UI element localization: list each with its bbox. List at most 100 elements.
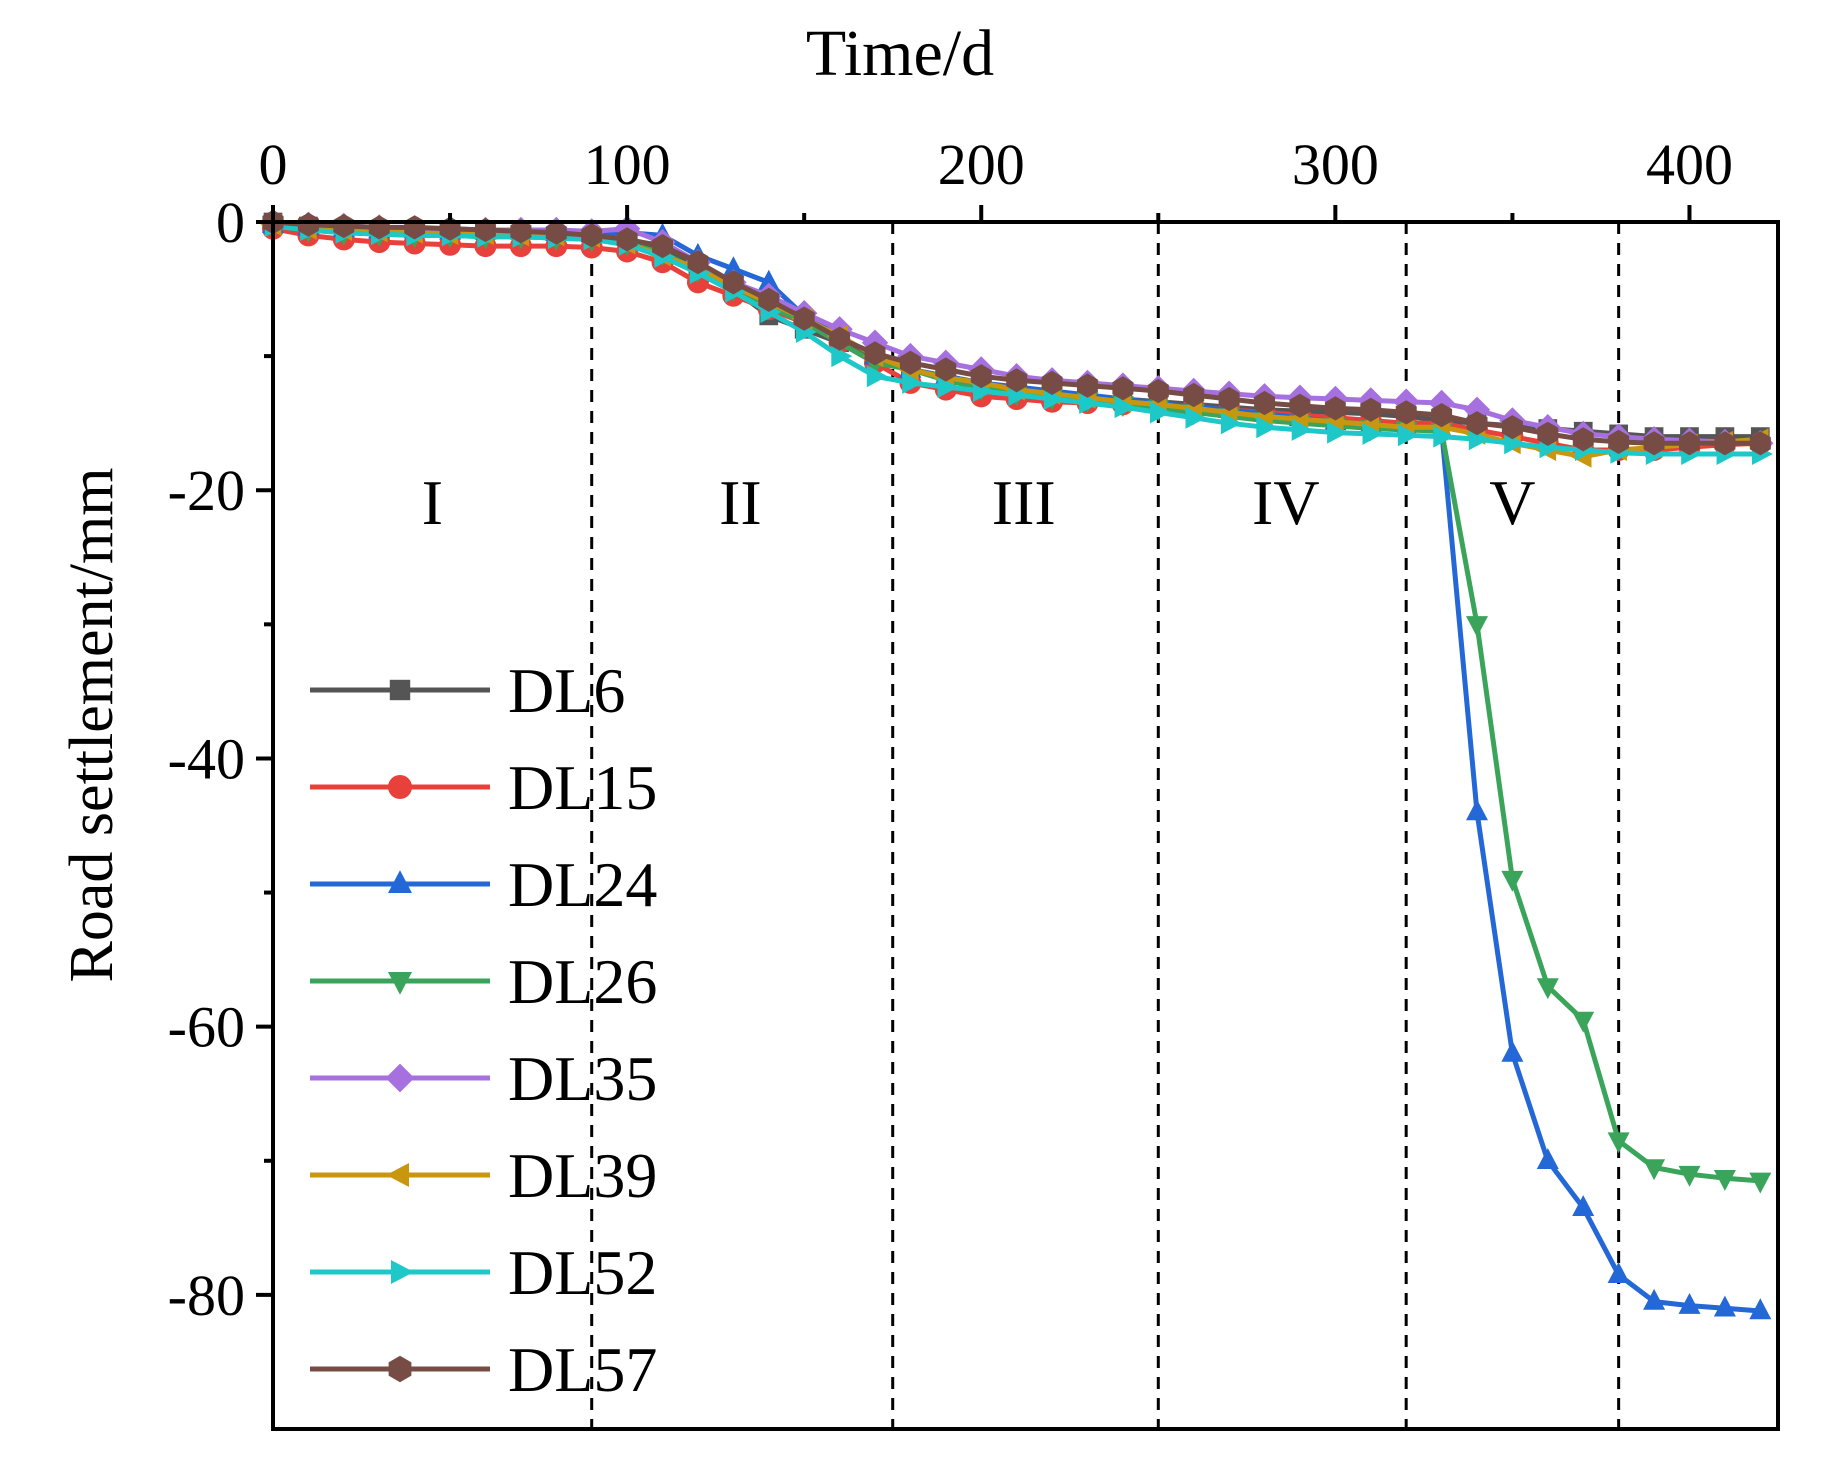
data-point	[831, 345, 853, 368]
data-point	[1713, 1170, 1736, 1191]
data-point	[1643, 1159, 1666, 1181]
y-axis-title: Road settlement/mm	[58, 468, 126, 983]
data-point	[1006, 368, 1028, 393]
legend-marker	[386, 1163, 409, 1187]
data-point	[1114, 396, 1136, 419]
legend-item: DL35	[310, 1043, 657, 1114]
data-point	[1466, 411, 1488, 436]
data-point	[687, 250, 709, 275]
legend-label: DL35	[508, 1043, 657, 1114]
data-point	[1289, 393, 1311, 418]
data-point	[1324, 396, 1346, 421]
data-point	[793, 306, 815, 331]
data-point	[866, 365, 888, 388]
data-point	[1607, 1132, 1630, 1154]
legend-label: DL15	[508, 752, 657, 823]
data-point	[1079, 392, 1101, 414]
data-point	[1501, 870, 1524, 892]
x-tick-label: 400	[1646, 132, 1733, 197]
legend-marker	[385, 1063, 415, 1093]
legend-label: DL39	[508, 1140, 657, 1211]
data-point	[1220, 412, 1242, 435]
data-point	[1150, 401, 1171, 424]
data-point	[1749, 1172, 1772, 1194]
data-point	[1536, 1148, 1559, 1169]
plot-frame	[271, 220, 1780, 1431]
data-point	[1433, 425, 1455, 448]
data-point	[829, 326, 851, 351]
data-point	[1147, 378, 1169, 404]
legend-label: DL26	[508, 946, 657, 1017]
data-point	[1608, 429, 1630, 454]
data-point	[970, 364, 992, 389]
x-axis-title: Time/d	[806, 17, 994, 90]
x-axis: 0 100 200 300 400	[259, 132, 1733, 222]
data-point	[1043, 388, 1065, 410]
data-point	[652, 234, 673, 259]
legend-item: DL39	[310, 1140, 657, 1211]
legend-label: DL24	[508, 849, 657, 920]
x-tick-label: 300	[1292, 132, 1379, 197]
data-point	[545, 220, 567, 245]
data-point	[1041, 370, 1063, 395]
data-point	[1397, 424, 1419, 447]
y-tick-label: -80	[168, 1263, 245, 1328]
legend-item: DL52	[310, 1237, 657, 1308]
legend-marker	[388, 972, 412, 995]
legend-marker	[388, 775, 412, 799]
legend-label: DL52	[508, 1237, 657, 1308]
legend-marker	[388, 870, 412, 893]
stage-label: IV	[1252, 467, 1320, 538]
data-point	[1643, 431, 1665, 456]
data-point	[1291, 418, 1313, 441]
y-tick-label: -60	[168, 995, 245, 1060]
y-tick-label: 0	[216, 190, 245, 255]
legend-marker	[391, 1260, 414, 1284]
data-point	[935, 357, 957, 382]
data-point	[902, 371, 924, 394]
data-point	[1218, 386, 1240, 412]
data-point	[1466, 616, 1488, 637]
data-point	[1501, 1040, 1524, 1062]
legend-item: DL26	[310, 946, 657, 1017]
series-layer	[259, 208, 1774, 1320]
stage-label: I	[422, 467, 443, 538]
data-point	[1536, 978, 1559, 1000]
data-point	[1537, 421, 1559, 446]
data-point	[1501, 415, 1523, 440]
data-point	[1185, 406, 1207, 429]
legend-item: DL6	[310, 655, 625, 726]
data-point	[1360, 397, 1382, 422]
stage-label: V	[1489, 467, 1535, 538]
data-point	[1431, 403, 1453, 428]
data-point	[1678, 1165, 1701, 1187]
data-point	[616, 227, 638, 252]
data-point	[1749, 1298, 1772, 1320]
data-point	[1112, 376, 1134, 401]
data-point	[1643, 1288, 1666, 1310]
y-tick-label: -20	[168, 458, 245, 523]
data-point	[899, 350, 921, 375]
stage-label: II	[719, 467, 762, 538]
data-point	[1572, 1195, 1595, 1216]
data-point	[1395, 400, 1417, 425]
series-dl57	[262, 209, 1771, 456]
data-point	[1504, 432, 1526, 455]
x-tick-label: 100	[584, 132, 671, 197]
data-point	[1183, 382, 1205, 408]
data-point	[758, 287, 780, 312]
stage-labels: I II III IV V	[422, 467, 1536, 538]
legend-label: DL57	[508, 1334, 657, 1405]
legend-marker	[388, 1355, 412, 1383]
data-point	[1077, 373, 1098, 398]
y-axis: 0 -20 -40 -60 -80	[168, 190, 273, 1328]
y-tick-label: -40	[168, 726, 245, 791]
data-point	[1714, 431, 1736, 456]
data-point	[1327, 421, 1348, 444]
data-point	[1572, 1011, 1595, 1033]
data-point	[1713, 1295, 1736, 1317]
x-tick-label: 0	[259, 132, 288, 197]
data-point	[581, 223, 603, 248]
data-point	[1679, 431, 1700, 456]
